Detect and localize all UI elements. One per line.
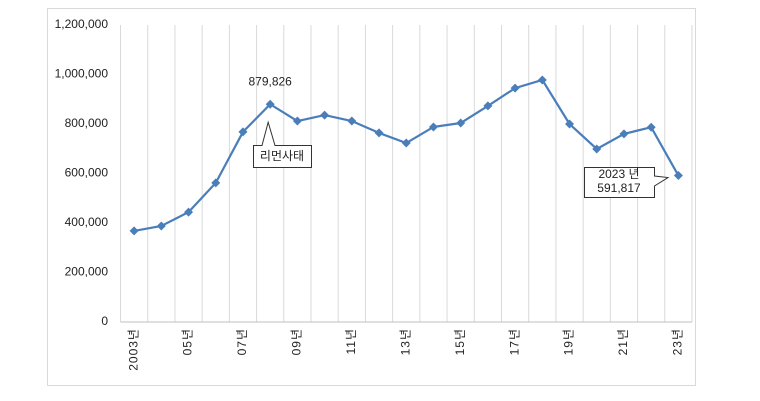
x-tick-label: 19년 <box>562 328 576 355</box>
x-tick-label: 15년 <box>453 328 467 355</box>
marker <box>265 99 275 109</box>
x-tick-label: 13년 <box>398 328 412 355</box>
marker <box>483 101 493 111</box>
marker <box>456 118 466 128</box>
x-tick-label: 09년 <box>290 328 304 355</box>
marker <box>374 128 384 138</box>
marker <box>401 138 411 148</box>
marker <box>592 144 602 154</box>
marker <box>156 221 166 231</box>
y-tick-label: 800,000 <box>65 116 109 130</box>
marker <box>292 116 302 126</box>
marker <box>129 226 139 236</box>
data-label: 591,817 <box>597 181 641 195</box>
x-tick-label: 23년 <box>671 328 685 355</box>
annotation: 리먼사태 <box>260 149 304 163</box>
y-tick-label: 1,000,000 <box>55 67 109 81</box>
y-tick-label: 0 <box>101 314 108 328</box>
marker <box>673 171 683 181</box>
callout <box>584 167 670 198</box>
y-tick-label: 600,000 <box>65 166 109 180</box>
marker <box>320 110 330 120</box>
x-tick-label: 05년 <box>181 328 195 355</box>
marker <box>211 178 221 188</box>
marker <box>347 116 357 126</box>
y-tick-label: 400,000 <box>65 215 109 229</box>
marker <box>238 127 248 137</box>
annotation: 2023 년 <box>598 167 639 181</box>
y-tick-label: 1,200,000 <box>55 17 109 31</box>
marker <box>510 83 520 93</box>
x-tick-label: 07년 <box>235 328 249 355</box>
marker <box>619 129 629 139</box>
x-tick-label: 2003년 <box>126 328 140 371</box>
marker <box>537 75 547 85</box>
x-tick-label: 17년 <box>507 328 521 355</box>
marker <box>184 207 194 217</box>
x-tick-label: 21년 <box>616 328 630 355</box>
data-label: 879,826 <box>248 74 292 88</box>
marker <box>428 122 438 132</box>
callout <box>253 120 312 168</box>
marker <box>646 122 656 132</box>
marker <box>565 119 575 129</box>
x-tick-label: 11년 <box>344 328 358 355</box>
y-tick-label: 200,000 <box>65 265 109 279</box>
